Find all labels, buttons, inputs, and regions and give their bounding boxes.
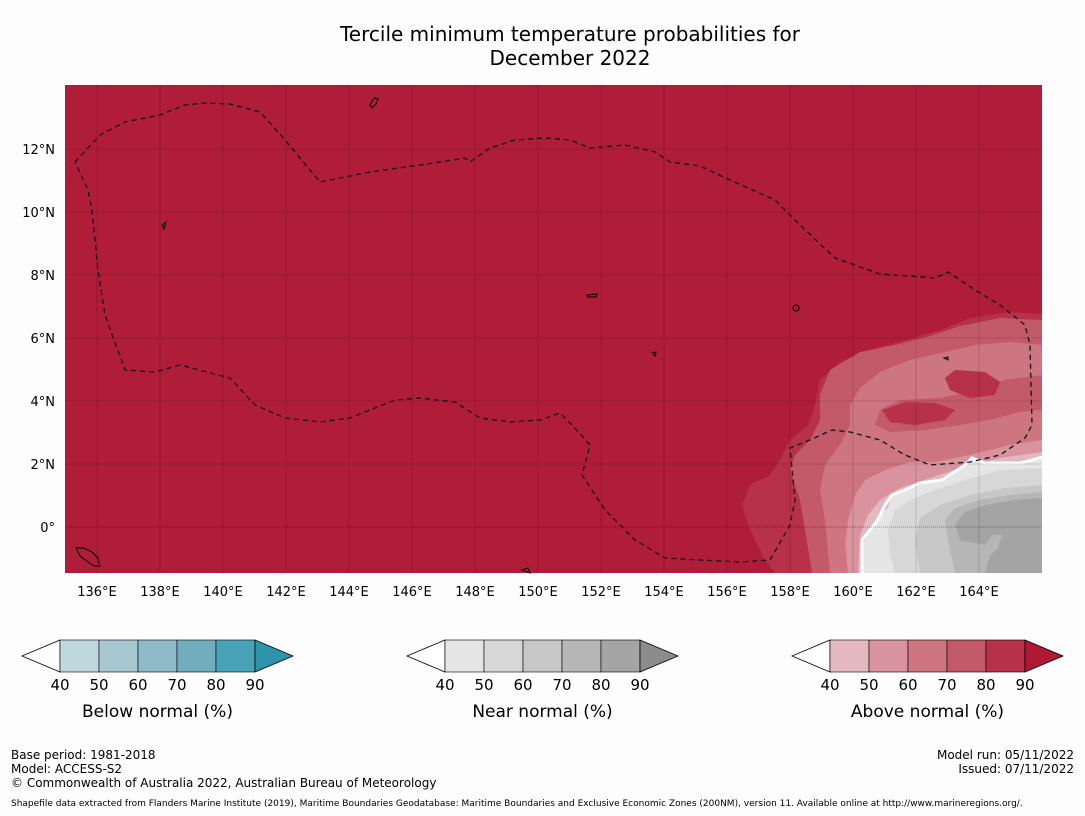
lat-label: 2°N [31,458,56,473]
colorbar-segment [444,639,485,673]
contour-above-80-inner-2 [882,402,955,425]
base-period: Base period: 1981-2018 [11,748,156,762]
colorbar-tick-label: 90 [1015,676,1034,694]
colorbar-segment [868,639,909,673]
colorbars: 40 50 60 70 80 90 Below normal (%) 40 50 60 70 80 90… [20,639,1065,722]
colorbar-title: Below normal (%) [82,702,233,722]
lon-label: 164°E [959,585,999,600]
colorbar-segment [985,639,1026,673]
lat-label: 0° [40,521,55,536]
footer-left: Base period: 1981-2018 Model: ACCESS-S2 … [11,748,436,790]
lon-label: 148°E [455,585,495,600]
lon-label: 156°E [707,585,747,600]
latitude-labels: 12°N 10°N 8°N 6°N 4°N 2°N 0° [22,143,55,536]
chart-title: Tercile minimum temperature probabilitie… [0,22,1085,70]
gridlines [65,85,1042,573]
title-line-1: Tercile minimum temperature probabilitie… [339,22,801,46]
lon-label: 154°E [644,585,684,600]
colorbar-segment [137,639,178,673]
near-normal-boundary [860,455,1043,573]
contour-near-80 [955,498,1042,573]
colorbar-tick-label: 50 [474,676,493,694]
colorbar-tick-label: 70 [552,676,571,694]
island-5 [75,547,101,567]
colorbar-tick-label: 60 [513,676,532,694]
lon-label: 138°E [140,585,180,600]
island-2 [161,220,167,231]
lon-label: 160°E [833,585,873,600]
issued-date: Issued: 07/11/2022 [958,762,1074,776]
colorbar-segment [946,639,987,673]
colorbar-title: Above normal (%) [851,702,1004,722]
colorbar-tick-label: 50 [859,676,878,694]
shapefile-credit: Shapefile data extracted from Flanders M… [11,799,1023,809]
longitude-labels: 136°E 138°E 140°E 142°E 144°E 146°E 148°E 150°E… [77,585,999,600]
lon-label: 158°E [770,585,810,600]
colorbar-tick-label: 80 [206,676,225,694]
footer-right: Model run: 05/11/2022 Issued: 07/11/2022 [937,748,1074,776]
colorbar-over-triangle [254,639,295,673]
colorbar-tick-label: 50 [89,676,108,694]
colorbar-below: 40 50 60 70 80 90 Below normal (%) [20,639,295,722]
island-3 [586,293,598,298]
colorbar-segment [561,639,602,673]
colorbar-over-triangle [639,639,680,673]
colorbar-tick-label: 60 [898,676,917,694]
colorbar-under-triangle [790,639,831,673]
lat-label: 8°N [31,269,56,284]
colorbar-segment [829,639,870,673]
contour-above-80-inner [945,370,1000,398]
colorbar-segment [600,639,641,673]
lat-label: 6°N [31,332,56,347]
lon-label: 150°E [518,585,558,600]
island-4 [792,304,800,312]
colorbar-segment [98,639,139,673]
colorbar-segment [59,639,100,673]
lat-label: 12°N [22,143,55,158]
colorbar-tick-label: 90 [245,676,264,694]
colorbar-over-triangle [1024,639,1065,673]
island-6 [942,356,949,361]
lon-label: 140°E [203,585,243,600]
lon-label: 144°E [329,585,369,600]
colorbar-tick-label: 60 [128,676,147,694]
colorbar-title: Near normal (%) [472,702,612,722]
colorbar-tick-label: 80 [591,676,610,694]
colorbar-tick-label: 80 [976,676,995,694]
island-7 [520,567,531,574]
map-panel: 12°N 10°N 8°N 6°N 4°N 2°N 0° 136°E 138°E 140°E 14… [22,85,1043,600]
lon-label: 146°E [392,585,432,600]
colorbar-under-triangle [20,639,61,673]
lon-label: 142°E [266,585,306,600]
lon-label: 136°E [77,585,117,600]
island-8 [651,351,657,357]
title-line-2: December 2022 [489,46,651,70]
model-run: Model run: 05/11/2022 [936,748,1074,762]
colorbar-segment [176,639,217,673]
lat-label: 10°N [22,206,55,221]
eez-boundary [74,102,1033,563]
colorbar-tick-label: 70 [937,676,956,694]
colorbar-tick-label: 70 [167,676,186,694]
model-name: Model: ACCESS-S2 [11,762,123,776]
colorbar-segment [215,639,256,673]
colorbar-segment [483,639,524,673]
colorbar-near: 40 50 60 70 80 90 Near normal (%) [405,639,680,722]
colorbar-tick-label: 40 [820,676,839,694]
lon-label: 152°E [581,585,621,600]
lon-label: 162°E [896,585,936,600]
colorbar-segment [907,639,948,673]
colorbar-under-triangle [405,639,446,673]
colorbar-tick-label: 40 [435,676,454,694]
colorbar-tick-label: 90 [630,676,649,694]
copyright: © Commonwealth of Australia 2022, Austra… [11,776,437,790]
colorbar-tick-label: 40 [50,676,69,694]
colorbar-above: 40 50 60 70 80 90 Above normal (%) [790,639,1065,722]
lat-label: 4°N [31,395,56,410]
island-1 [369,97,379,109]
colorbar-segment [522,639,563,673]
islands [75,97,949,574]
